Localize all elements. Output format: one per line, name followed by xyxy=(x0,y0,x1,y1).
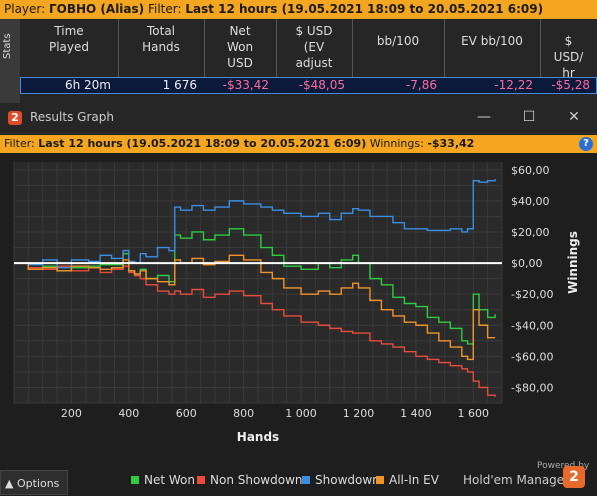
stats-tab-label: Stats xyxy=(2,33,13,59)
winnings-label: Winnings: xyxy=(366,137,428,150)
player-label: Player: xyxy=(4,2,49,16)
column-header[interactable]: Total Hands xyxy=(118,19,205,77)
series-line-showdown xyxy=(14,179,496,269)
x-tick-label: 800 xyxy=(233,407,254,420)
powered-by-text: Powered by xyxy=(537,461,590,471)
column-header-label: $ USD (EV adjust xyxy=(295,24,333,70)
series-line-net-won xyxy=(14,228,496,345)
stats-table: Time Played Total Hands Net Won USD $ USD (… xyxy=(20,19,597,103)
legend-swatch xyxy=(302,476,310,484)
series-line-all-in-ev xyxy=(14,254,496,361)
graph-filter-value[interactable]: Last 12 hours (19.05.2021 18:09 to 20.05… xyxy=(38,137,367,150)
legend-label: Showdown xyxy=(315,473,380,487)
column-header[interactable]: Time Played xyxy=(20,19,119,77)
bottom-bar: ▲ Options Net Won Non Showdown Showdown All… xyxy=(0,461,597,495)
table-cell: -$5,28 xyxy=(551,78,590,92)
table-cell: 6h 20m xyxy=(64,78,111,92)
legend-swatch xyxy=(376,476,384,484)
x-tick-label: 600 xyxy=(176,407,197,420)
window-title: Results Graph xyxy=(30,110,114,124)
results-graph-window: 2 Results Graph — ☐ ✕ Filter: Last 12 ho… xyxy=(0,103,597,495)
x-tick-label: 1 200 xyxy=(343,407,375,420)
x-tick-label: 1 400 xyxy=(400,407,432,420)
column-header-label: Net Won USD xyxy=(226,24,254,70)
x-tick-label: 400 xyxy=(118,407,139,420)
y-tick-label: $60,00 xyxy=(511,164,550,177)
holdem-manager-logo-icon: 2 xyxy=(563,466,585,488)
results-chart: $60,00 $40,00 $20,00 $0,00 -$20,00 -$40,00 -$6… xyxy=(13,162,580,444)
options-button[interactable]: ▲ Options xyxy=(0,470,68,495)
column-header[interactable]: Net Won USD xyxy=(204,19,277,77)
table-row[interactable]: 6h 20m 1 676 -$33,42 -$48,05 -7,86 -12,22 -$5,… xyxy=(20,77,597,94)
x-tick-label: 1 000 xyxy=(285,407,317,420)
graph-filter-bar: Filter: Last 12 hours (19.05.2021 18:09 … xyxy=(0,135,597,153)
legend-item[interactable]: Non Showdown xyxy=(197,473,303,487)
series-line-non-showdown xyxy=(14,262,496,397)
minimize-button[interactable]: — xyxy=(477,109,491,125)
winnings-value: -$33,42 xyxy=(427,137,475,150)
options-label: Options xyxy=(16,477,60,490)
y-tick-label: $40,00 xyxy=(511,195,550,208)
table-cell: -$33,42 xyxy=(222,78,269,92)
legend-swatch xyxy=(197,476,205,484)
filter-value[interactable]: Last 12 hours (19.05.2021 18:09 to 20.05… xyxy=(185,2,544,16)
y-tick-label: $20,00 xyxy=(511,226,550,239)
legend-swatch xyxy=(131,476,139,484)
legend-item[interactable]: Net Won xyxy=(131,473,195,487)
player-filter-bar: Player: ГОВНО (Alias) Filter: Last 12 ho… xyxy=(0,0,597,19)
legend-label: Non Showdown xyxy=(210,473,303,487)
x-axis-label: Hands xyxy=(237,430,279,444)
brand-name: Hold'em Manager xyxy=(463,473,570,487)
column-header[interactable]: EV bb/100 xyxy=(444,19,541,77)
close-button[interactable]: ✕ xyxy=(568,109,580,125)
maximize-button[interactable]: ☐ xyxy=(522,109,536,125)
y-tick-label: -$80,00 xyxy=(511,381,553,394)
player-name[interactable]: ГОВНО (Alias) xyxy=(49,2,145,16)
stats-tab[interactable]: Stats xyxy=(0,19,21,103)
column-header-label: Total Hands xyxy=(142,24,180,54)
x-tick-label: 200 xyxy=(61,407,82,420)
legend-label: Net Won xyxy=(144,473,195,487)
app-logo-icon: 2 xyxy=(8,111,22,125)
column-header[interactable]: $ USD/ hr xyxy=(540,19,597,80)
legend-item[interactable]: All-In EV xyxy=(376,473,439,487)
column-header-label: EV bb/100 xyxy=(461,34,523,48)
table-cell: -12,22 xyxy=(494,78,533,92)
legend-label: All-In EV xyxy=(389,473,439,487)
x-tick-label: 1 600 xyxy=(458,407,490,420)
table-cell: -$48,05 xyxy=(298,78,345,92)
y-tick-label: $0,00 xyxy=(511,257,543,270)
table-cell: -7,86 xyxy=(405,78,437,92)
y-tick-label: -$40,00 xyxy=(511,319,553,332)
help-icon[interactable]: ? xyxy=(579,137,593,151)
y-tick-label: -$20,00 xyxy=(511,288,553,301)
column-header[interactable]: bb/100 xyxy=(352,19,445,77)
filter-label: Filter: xyxy=(144,2,186,16)
y-tick-label: -$60,00 xyxy=(511,350,553,363)
table-cell: 1 676 xyxy=(162,78,197,92)
column-header-label: $ USD/ hr xyxy=(553,34,584,80)
y-axis-label: Winnings xyxy=(566,231,580,294)
graph-filter-label: Filter: xyxy=(4,137,39,150)
legend-item[interactable]: Showdown xyxy=(302,473,380,487)
column-header[interactable]: $ USD (EV adjust xyxy=(276,19,353,77)
column-header-label: Time Played xyxy=(48,24,90,54)
column-header-label: bb/100 xyxy=(376,34,420,48)
window-titlebar[interactable]: 2 Results Graph — ☐ ✕ xyxy=(0,103,597,134)
